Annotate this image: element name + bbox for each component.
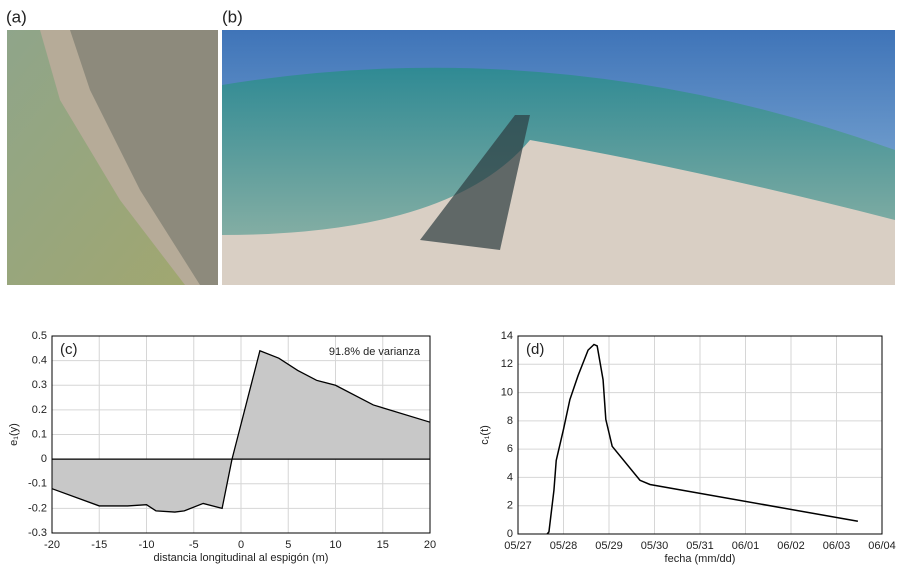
y-tick-label: 2: [507, 500, 513, 512]
y-axis-label: e₁(y): [8, 423, 20, 446]
photo-a: [7, 30, 218, 285]
y-tick-label: -0.1: [28, 478, 47, 490]
panel-label: (b): [222, 7, 243, 26]
x-axis-label: distancia longitudinal al espigón (m): [154, 552, 329, 564]
x-tick-label: -15: [91, 539, 107, 551]
x-tick-label: 05/30: [641, 540, 669, 552]
x-tick-label: 06/04: [868, 540, 896, 552]
y-tick-label: 0.1: [32, 428, 47, 440]
y-tick-label: 0.3: [32, 379, 47, 391]
y-tick-label: 8: [507, 415, 513, 427]
y-tick-label: 0: [41, 453, 47, 465]
x-axis-label: fecha (mm/dd): [665, 553, 736, 565]
photo-b: [222, 30, 895, 285]
x-tick-label: 05/27: [504, 540, 532, 552]
y-tick-label: -0.2: [28, 502, 47, 514]
line: [546, 343, 859, 535]
y-tick-label: 0.4: [32, 355, 47, 367]
x-tick-label: 05/29: [595, 540, 623, 552]
y-tick-label: -0.3: [28, 527, 47, 539]
x-tick-label: 0: [238, 539, 244, 551]
y-tick-label: 10: [501, 386, 513, 398]
x-tick-label: 06/02: [777, 540, 805, 552]
panel-label: (c): [60, 341, 78, 358]
panel-label: (a): [6, 7, 27, 26]
x-tick-label: 20: [424, 539, 436, 551]
annotation: 91.8% de varianza: [329, 346, 421, 358]
x-tick-label: 05/28: [550, 540, 578, 552]
line: [51, 349, 431, 513]
panel-label: (d): [526, 341, 544, 358]
x-tick-label: 05/31: [686, 540, 714, 552]
x-tick-label: -10: [139, 539, 155, 551]
x-tick-label: 06/01: [732, 540, 760, 552]
x-tick-label: -20: [44, 539, 60, 551]
x-tick-label: 15: [377, 539, 389, 551]
x-tick-label: 5: [285, 539, 291, 551]
y-axis-label: c₁(t): [479, 425, 491, 445]
x-tick-label: -5: [189, 539, 199, 551]
x-tick-label: 06/03: [823, 540, 851, 552]
x-tick-label: 10: [329, 539, 341, 551]
y-tick-label: 4: [507, 471, 513, 483]
y-tick-label: 0.2: [32, 404, 47, 416]
plot-frame: [51, 335, 431, 534]
y-tick-label: 14: [501, 330, 513, 342]
y-tick-label: 0: [507, 528, 513, 540]
y-tick-label: 6: [507, 443, 513, 455]
area: [52, 350, 430, 513]
y-tick-label: 12: [501, 358, 513, 370]
y-tick-label: 0.5: [32, 330, 47, 342]
plot-frame: [517, 335, 883, 535]
